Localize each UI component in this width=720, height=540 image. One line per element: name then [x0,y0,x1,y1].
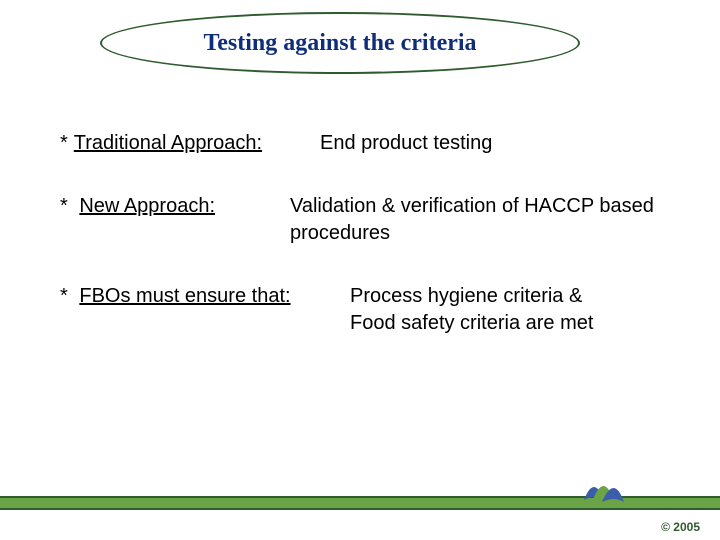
title-ellipse: Testing against the criteria [100,12,580,74]
bullet-label-1: *Traditional Approach: [60,130,320,157]
bullet-label-2: * New Approach: [60,193,290,247]
slide-title: Testing against the criteria [203,30,476,57]
logo-icon [580,466,628,506]
bullet-body-2: Validation & verification of HACCP based… [290,193,660,247]
bullet-row-1: *Traditional Approach: End product testi… [60,130,660,157]
bullet-mark: * [60,195,68,217]
bullet-row-3: * FBOs must ensure that: Process hygiene… [60,283,660,337]
bullet-body-3: Process hygiene criteria & Food safety c… [350,283,660,337]
content-area: *Traditional Approach: End product testi… [60,130,660,337]
bullet-body-1: End product testing [320,130,660,157]
bullet-row-2: * New Approach: Validation & verificatio… [60,193,660,247]
copyright-text: © 2005 [661,520,700,534]
bullet-label-3: * FBOs must ensure that: [60,283,350,337]
bullet-mark: * [60,285,68,307]
bullet-mark: * [60,132,68,154]
